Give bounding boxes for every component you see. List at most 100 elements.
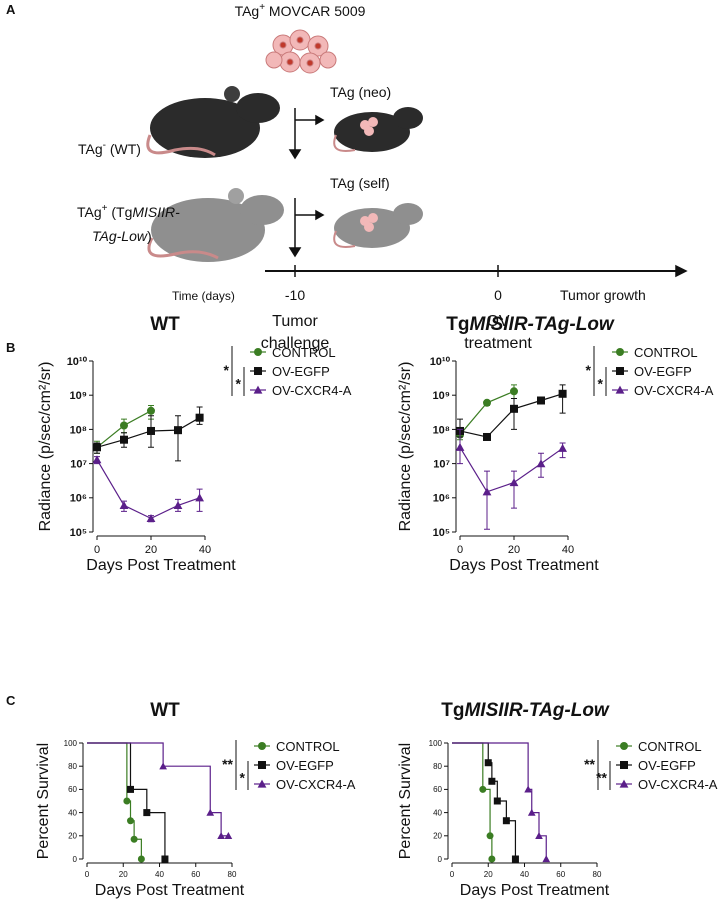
y-tick-label: 10⁶ <box>70 493 87 505</box>
significance: * <box>586 362 592 378</box>
x-axis-label: Days Post Treatment <box>86 557 236 574</box>
legend-marker <box>615 385 625 394</box>
challenge-label: challenge <box>261 335 330 352</box>
x-axis-label: Days Post Treatment <box>449 557 599 574</box>
tg-group-label: TAg+ (TgMISIIR- <box>77 203 180 220</box>
self-label: TAg (self) <box>330 175 390 191</box>
treatment-label: treatment <box>464 335 532 352</box>
marker <box>137 855 145 863</box>
marker <box>173 500 183 509</box>
legend-label: OV-CXCR4-A <box>276 777 356 792</box>
marker <box>483 432 491 441</box>
marker <box>542 855 551 863</box>
growth-label: Tumor growth <box>560 287 646 303</box>
legend-marker <box>254 367 262 375</box>
marker <box>195 493 204 502</box>
series-line <box>459 393 563 438</box>
significance: * <box>598 376 604 392</box>
y-tick-label: 0 <box>73 855 78 864</box>
legend-marker <box>257 779 267 788</box>
y-tick-label: 20 <box>433 832 442 841</box>
error-bar <box>511 398 517 430</box>
x-tick-label: 80 <box>593 870 602 879</box>
significance: ** <box>584 756 595 772</box>
survival-step <box>491 780 498 801</box>
legend-label: OV-CXCR4-A <box>272 383 352 398</box>
survival-step <box>452 742 529 790</box>
mouse-self <box>333 203 423 248</box>
x-tick-label: 0 <box>457 544 463 556</box>
panel-label: C <box>6 693 16 708</box>
x-axis-label: Days Post Treatment <box>95 882 245 899</box>
x-tick-label: 40 <box>562 544 574 556</box>
marker <box>510 404 518 413</box>
time-tick: -10 <box>285 287 305 303</box>
x-tick-label: 0 <box>85 870 90 879</box>
survival-step <box>210 812 222 836</box>
mouse-tg <box>147 188 284 262</box>
y-tick-label: 40 <box>433 808 442 817</box>
chart-title: TgMISIIR-TAg-Low <box>446 314 615 335</box>
x-tick-label: 60 <box>556 870 565 879</box>
y-tick-label: 100 <box>64 739 78 748</box>
legend-label: CONTROL <box>272 345 336 360</box>
y-tick-label: 10⁶ <box>433 493 450 505</box>
y-tick-label: 40 <box>68 808 77 817</box>
marker <box>455 442 465 451</box>
legend-label: OV-EGFP <box>276 758 334 773</box>
survival-step <box>490 835 493 859</box>
survival-step <box>134 838 142 859</box>
time-label: Time (days) <box>172 289 235 303</box>
y-axis-label: Percent Survival <box>35 743 52 860</box>
survival-step <box>497 800 507 821</box>
survival-step <box>146 812 166 859</box>
title-part: MISIIR-TAg-Low <box>464 700 609 721</box>
legend-marker <box>253 385 263 394</box>
y-tick-label: 10⁹ <box>70 390 87 402</box>
mouse-neo <box>333 107 423 152</box>
y-tick-label: 10⁵ <box>433 527 450 539</box>
marker <box>93 443 101 452</box>
legend-label: CONTROL <box>276 739 340 754</box>
marker <box>488 855 496 863</box>
chart-title: TgMISIIR-TAg-Low <box>441 700 610 721</box>
neo-label: TAg (neo) <box>330 84 391 100</box>
y-tick-label: 10⁷ <box>433 458 450 470</box>
treatment-label: OV <box>486 313 509 330</box>
title-part: MISIIR-TAg-Low <box>469 314 614 335</box>
legend-marker <box>620 761 628 769</box>
x-tick-label: 0 <box>450 870 455 879</box>
marker <box>147 426 155 435</box>
y-tick-label: 10⁸ <box>433 424 450 436</box>
significance: ** <box>222 756 233 772</box>
x-tick-label: 20 <box>145 544 157 556</box>
significance: * <box>236 376 242 392</box>
marker <box>558 443 567 452</box>
survival-step <box>87 742 128 801</box>
marker <box>174 426 182 435</box>
significance: * <box>224 362 230 378</box>
x-tick-label: 20 <box>119 870 128 879</box>
arrows <box>265 108 688 278</box>
cell-line-label: TAg+ MOVCAR 5009 <box>235 2 366 19</box>
legend-label: CONTROL <box>638 739 702 754</box>
x-axis-label: Days Post Treatment <box>460 882 610 899</box>
y-axis-label: Radiance (p/sec/cm²/sr) <box>397 362 414 532</box>
y-tick-label: 20 <box>68 832 77 841</box>
marker <box>120 421 128 430</box>
y-tick-label: 80 <box>433 762 442 771</box>
survival-step <box>130 788 148 813</box>
legend-label: OV-EGFP <box>272 364 330 379</box>
chart-title: WT <box>150 314 180 335</box>
survival-step <box>130 820 135 840</box>
error-bar <box>511 470 517 509</box>
x-tick-label: 40 <box>155 870 164 879</box>
tg-group-label-2: TAg-Low) <box>92 228 152 244</box>
title-part: Tg <box>441 700 464 721</box>
significance: ** <box>596 770 607 786</box>
y-axis-label: Radiance (p/sec/cm²/sr) <box>37 362 54 532</box>
x-tick-label: 60 <box>191 870 200 879</box>
title-part: WT <box>150 700 180 721</box>
marker <box>511 855 519 863</box>
y-tick-label: 10¹⁰ <box>67 356 88 368</box>
